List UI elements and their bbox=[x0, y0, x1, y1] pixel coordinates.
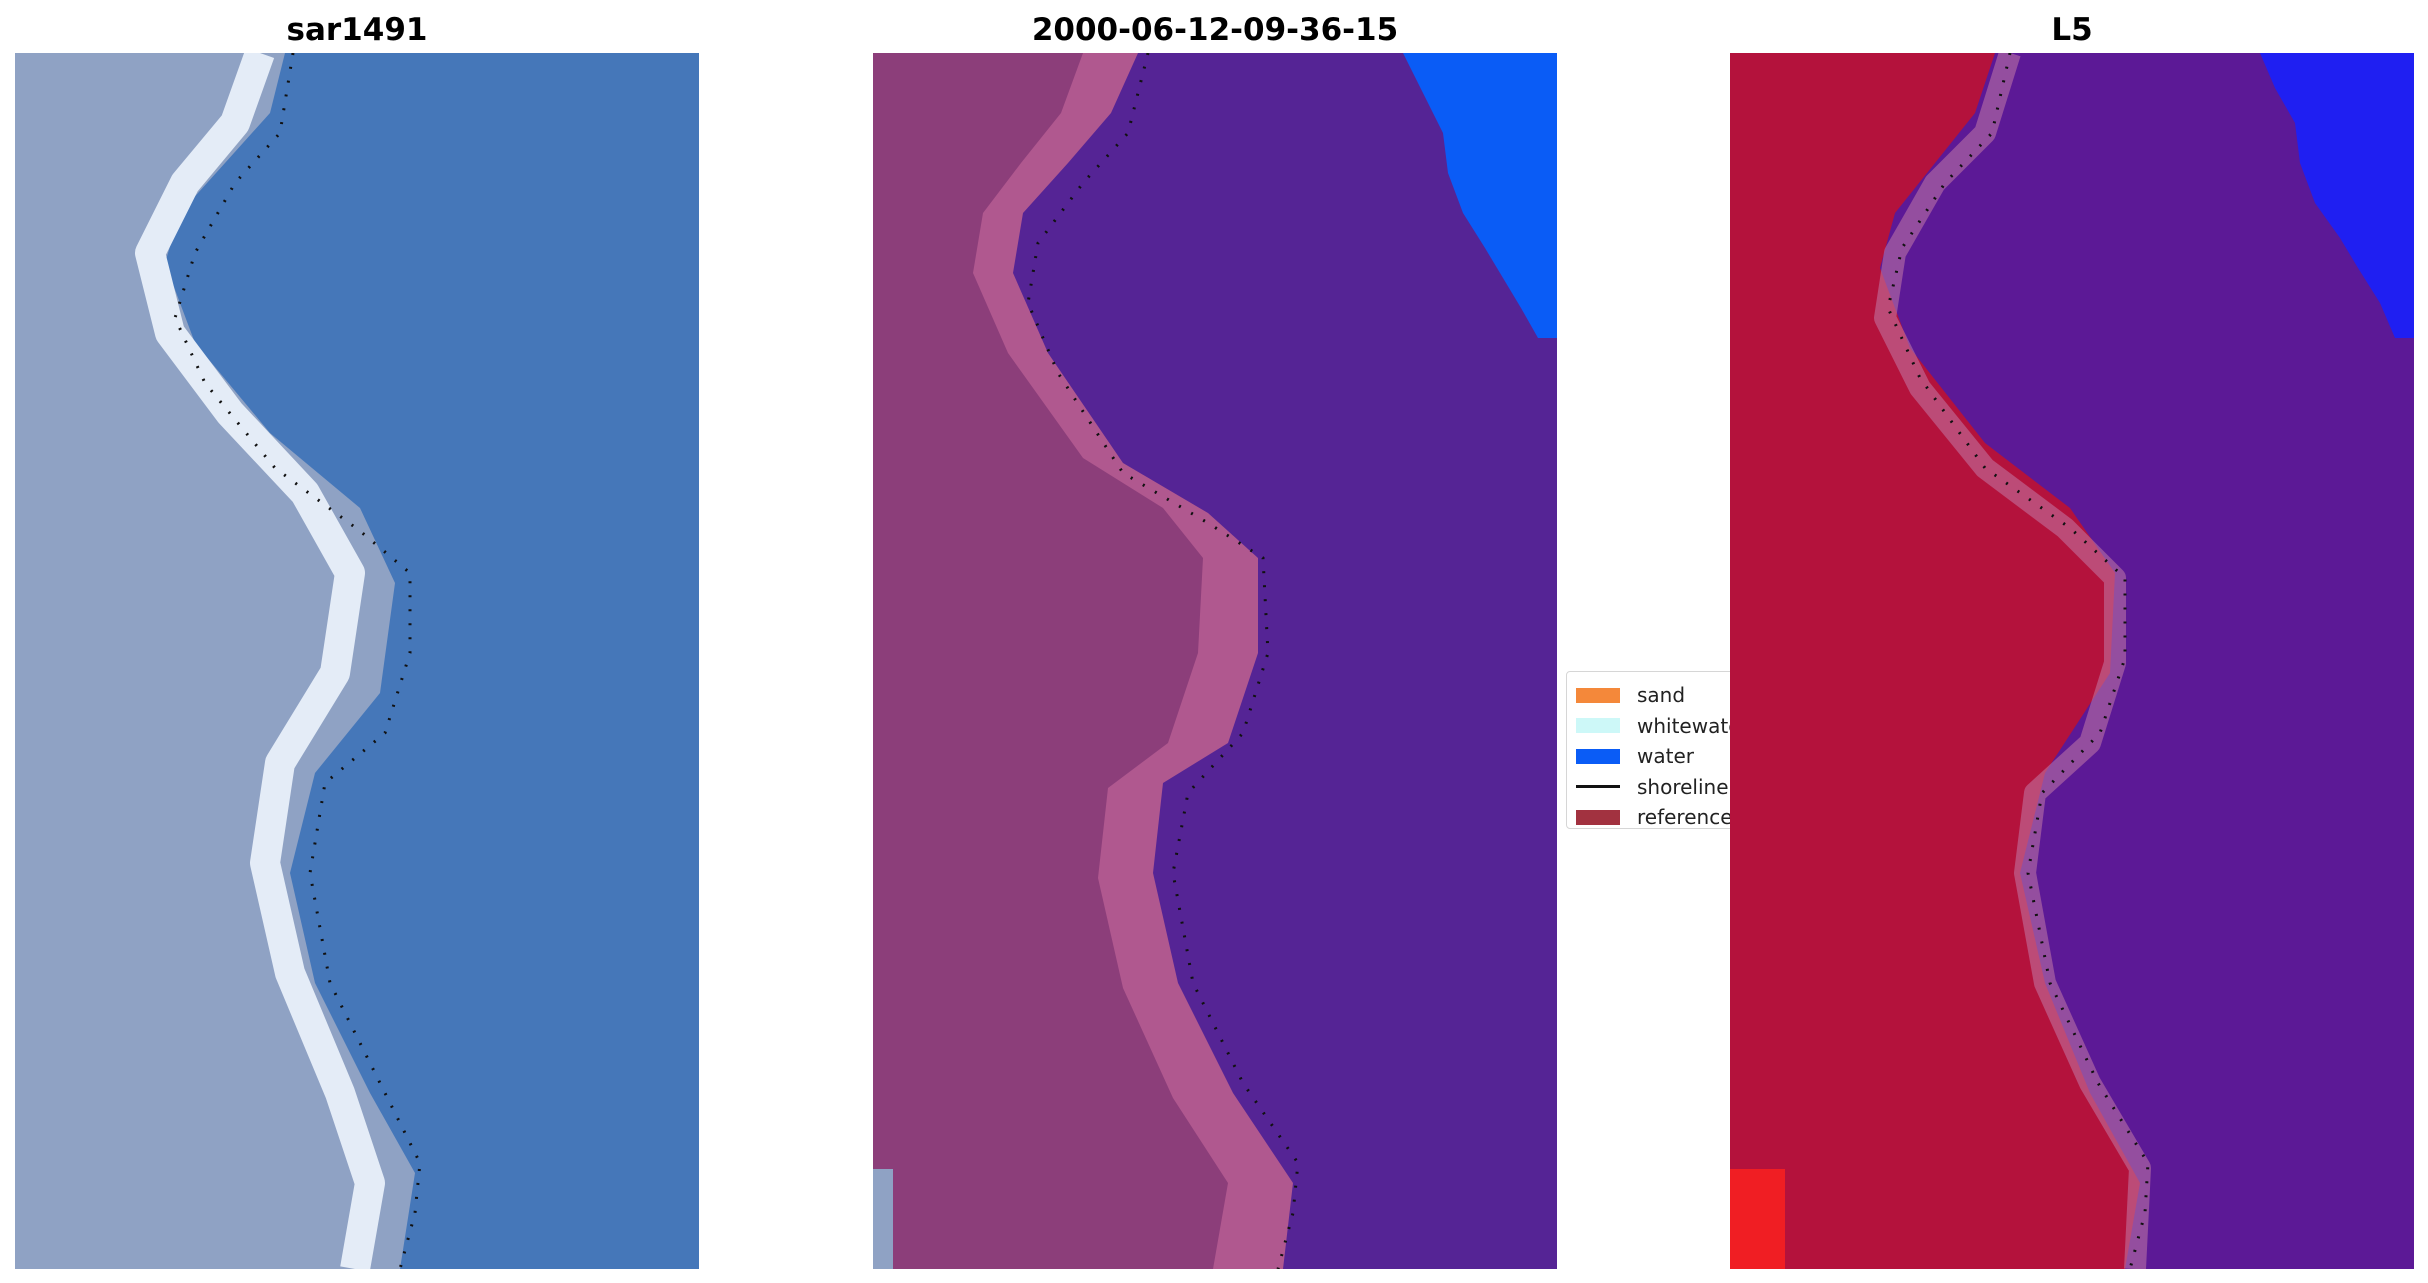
panel-title-rgb: sar1491 bbox=[286, 12, 428, 48]
rgb-land-area bbox=[15, 53, 415, 1269]
legend-swatch-whitewater bbox=[1576, 718, 1620, 734]
panel-title-ndwi: L5 bbox=[2051, 12, 2093, 48]
ndwi-blue-area bbox=[2260, 53, 2414, 338]
rgb-bright-wash bbox=[135, 53, 385, 1269]
legend-label-whitewater: whitewater bbox=[1637, 713, 1738, 738]
legend-item-water: water bbox=[1576, 741, 1737, 772]
legend-label-reference: reference bbox=[1637, 805, 1733, 829]
classified-image-panel bbox=[873, 53, 1557, 1269]
legend: sand whitewater water shoreline referenc… bbox=[1566, 671, 1738, 829]
legend-swatch-sand bbox=[1576, 687, 1620, 703]
classified-deep-water bbox=[1403, 53, 1557, 338]
legend-label-water: water bbox=[1637, 744, 1694, 769]
rgb-image-panel bbox=[15, 53, 699, 1269]
legend-swatch-water bbox=[1576, 748, 1620, 764]
legend-item-shoreline: shoreline bbox=[1576, 772, 1737, 803]
legend-item-sand: sand bbox=[1576, 680, 1737, 711]
legend-swatch-reference bbox=[1576, 809, 1620, 825]
legend-swatch-shoreline bbox=[1576, 785, 1620, 789]
shoreline-line-ndwi bbox=[1886, 53, 2150, 1269]
ndwi-image-panel bbox=[1730, 53, 2414, 1269]
legend-item-whitewater: whitewater bbox=[1576, 711, 1737, 742]
legend-item-reference: reference bbox=[1576, 802, 1737, 829]
ndwi-transition-band bbox=[1874, 53, 2151, 1269]
legend-label-sand: sand bbox=[1637, 683, 1686, 708]
classified-land-area bbox=[873, 53, 1228, 1269]
classified-corner-wash bbox=[873, 1169, 893, 1269]
panel-title-classified: 2000-06-12-09-36-15 bbox=[1031, 12, 1399, 48]
ndwi-corner-patch bbox=[1730, 1169, 1785, 1269]
legend-label-shoreline: shoreline bbox=[1637, 774, 1729, 799]
